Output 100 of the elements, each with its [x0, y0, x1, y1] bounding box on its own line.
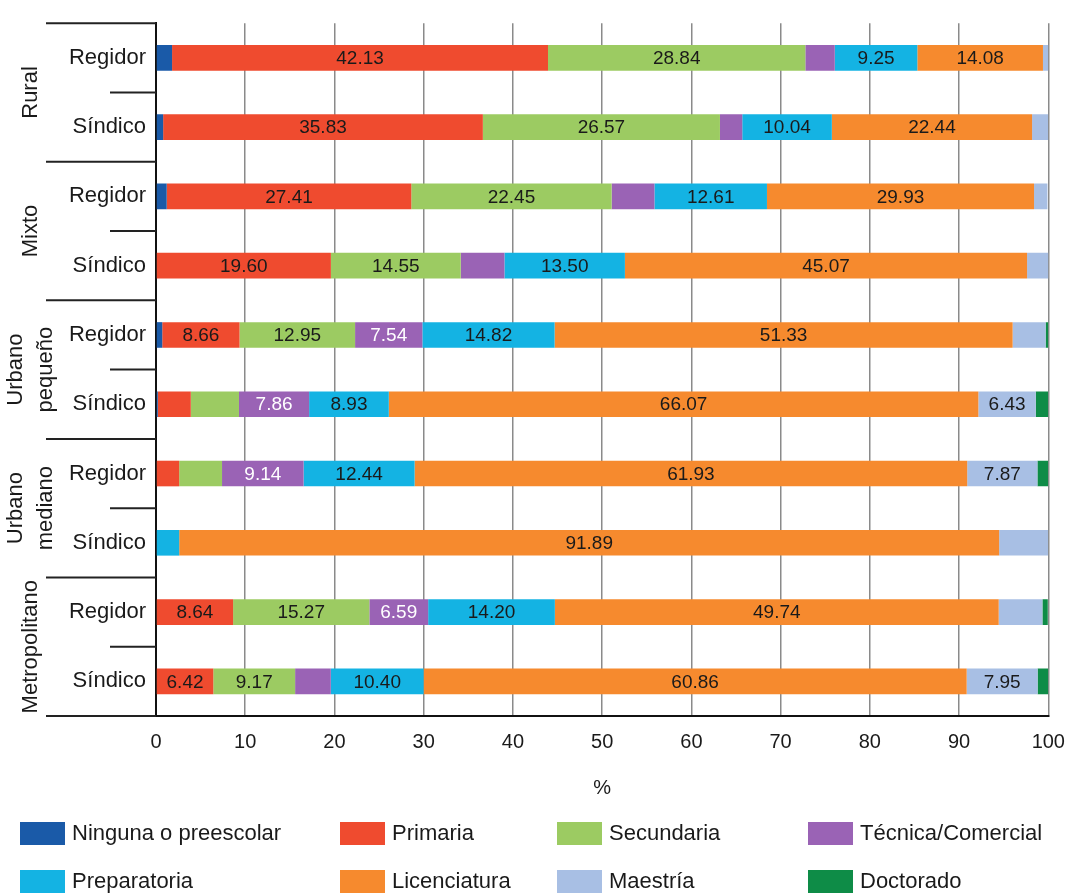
data-label: 29.93: [876, 185, 925, 207]
data-label: 22.44: [908, 116, 957, 138]
legend-label: Técnica/Comercial: [860, 820, 1043, 846]
text: Urbano pequeño: [2, 326, 58, 413]
y-tick-label: Síndico: [72, 390, 146, 416]
bar: [163, 114, 483, 140]
x-tick-label: 30: [412, 729, 435, 752]
bar: [156, 183, 167, 210]
data-label: 9.14: [244, 462, 282, 484]
bar: [156, 252, 331, 279]
bar: [156, 45, 173, 71]
x-tick-label: 100: [1031, 729, 1065, 752]
text: Rural: [17, 66, 43, 119]
data-label: 35.83: [299, 116, 347, 138]
data-label: 7.87: [983, 462, 1021, 484]
data-label: 9.25: [857, 47, 895, 69]
bar: [156, 460, 180, 487]
bar: [1012, 322, 1046, 348]
data-label: 12.44: [335, 462, 384, 484]
x-tick-label: 20: [323, 729, 346, 752]
bar: [1032, 114, 1049, 140]
data-label: 66.07: [659, 393, 708, 415]
data-label: 14.20: [467, 601, 516, 623]
data-label: 51.33: [759, 324, 808, 346]
x-axis-title: %: [593, 775, 612, 798]
bar: [554, 599, 999, 625]
y-tick-label: Regidor: [68, 321, 146, 347]
legend-label: Primaria: [392, 820, 474, 846]
bar: [428, 599, 555, 625]
data-label: 60.86: [671, 670, 719, 692]
legend-label: Secundaria: [609, 820, 721, 846]
data-label: 42.13: [336, 47, 384, 69]
bar: [999, 529, 1049, 556]
bar: [295, 668, 331, 695]
y-tick-label: Regidor: [68, 459, 146, 485]
data-label: 12.95: [273, 324, 322, 346]
x-tick-label: 80: [858, 729, 881, 752]
bar: [172, 45, 548, 71]
data-label: 45.07: [802, 254, 850, 276]
y-tick-label: Síndico: [72, 528, 146, 554]
bar: [554, 322, 1013, 348]
data-label: 8.66: [182, 324, 220, 346]
data-label: 6.59: [380, 601, 418, 623]
bar: [179, 529, 1000, 556]
x-tick-label: 0: [150, 729, 162, 752]
bar: [611, 183, 655, 210]
bar: [190, 391, 239, 418]
data-label: 91.89: [565, 532, 613, 554]
bar: [831, 114, 1033, 140]
x-tick-label: 60: [680, 729, 703, 752]
data-label: 28.84: [652, 47, 701, 69]
y-tick-label: Síndico: [72, 667, 146, 693]
data-label: 14.08: [956, 47, 1004, 69]
bar: [547, 45, 806, 71]
data-label: 27.41: [265, 185, 313, 207]
bar: [719, 114, 743, 140]
data-label: 49.74: [753, 601, 801, 623]
y-tick-label: Síndico: [72, 113, 146, 139]
data-label: 9.17: [235, 670, 273, 692]
legend-label: Ninguna o preescolar: [72, 820, 282, 846]
legend-label: Doctorado: [860, 868, 962, 894]
bar: [166, 183, 412, 210]
data-label: 7.86: [255, 393, 293, 415]
bar: [355, 322, 423, 348]
bar: [157, 391, 191, 418]
data-label: 61.93: [667, 462, 715, 484]
legend-label: Licenciatura: [392, 868, 511, 894]
bar: [388, 391, 979, 418]
x-tick-label: 40: [501, 729, 525, 752]
data-label: 8.64: [176, 601, 214, 623]
bar: [1035, 391, 1049, 418]
data-label: 22.45: [487, 185, 536, 207]
data-label: 6.42: [166, 670, 204, 692]
data-label: 14.55: [372, 254, 420, 276]
bar: [423, 668, 967, 695]
data-label: 6.43: [988, 393, 1026, 415]
bar: [917, 45, 1043, 71]
bar: [414, 460, 968, 487]
data-label: 14.82: [464, 324, 513, 346]
text: Mixto: [17, 204, 43, 258]
bar: [233, 599, 370, 625]
data-label: 10.40: [353, 670, 401, 692]
data-label: 7.54: [370, 324, 408, 346]
data-label: 12.61: [686, 185, 735, 207]
y-tick-label: Regidor: [68, 182, 146, 208]
x-tick-label: 70: [769, 729, 792, 752]
legend-label: Preparatoria: [72, 868, 194, 894]
bar: [156, 529, 180, 556]
bar: [1042, 599, 1048, 625]
bar: [156, 114, 164, 140]
x-tick-label: 50: [591, 729, 614, 752]
data-label: 8.93: [330, 393, 368, 415]
bar: [1037, 668, 1049, 695]
y-tick-label: Regidor: [68, 43, 146, 69]
bar: [179, 460, 223, 487]
legend-label: Maestría: [609, 868, 695, 894]
bar: [422, 322, 555, 348]
bar: [624, 252, 1028, 279]
text: Metropolitano: [17, 580, 43, 714]
x-tick-label: 90: [947, 729, 971, 752]
